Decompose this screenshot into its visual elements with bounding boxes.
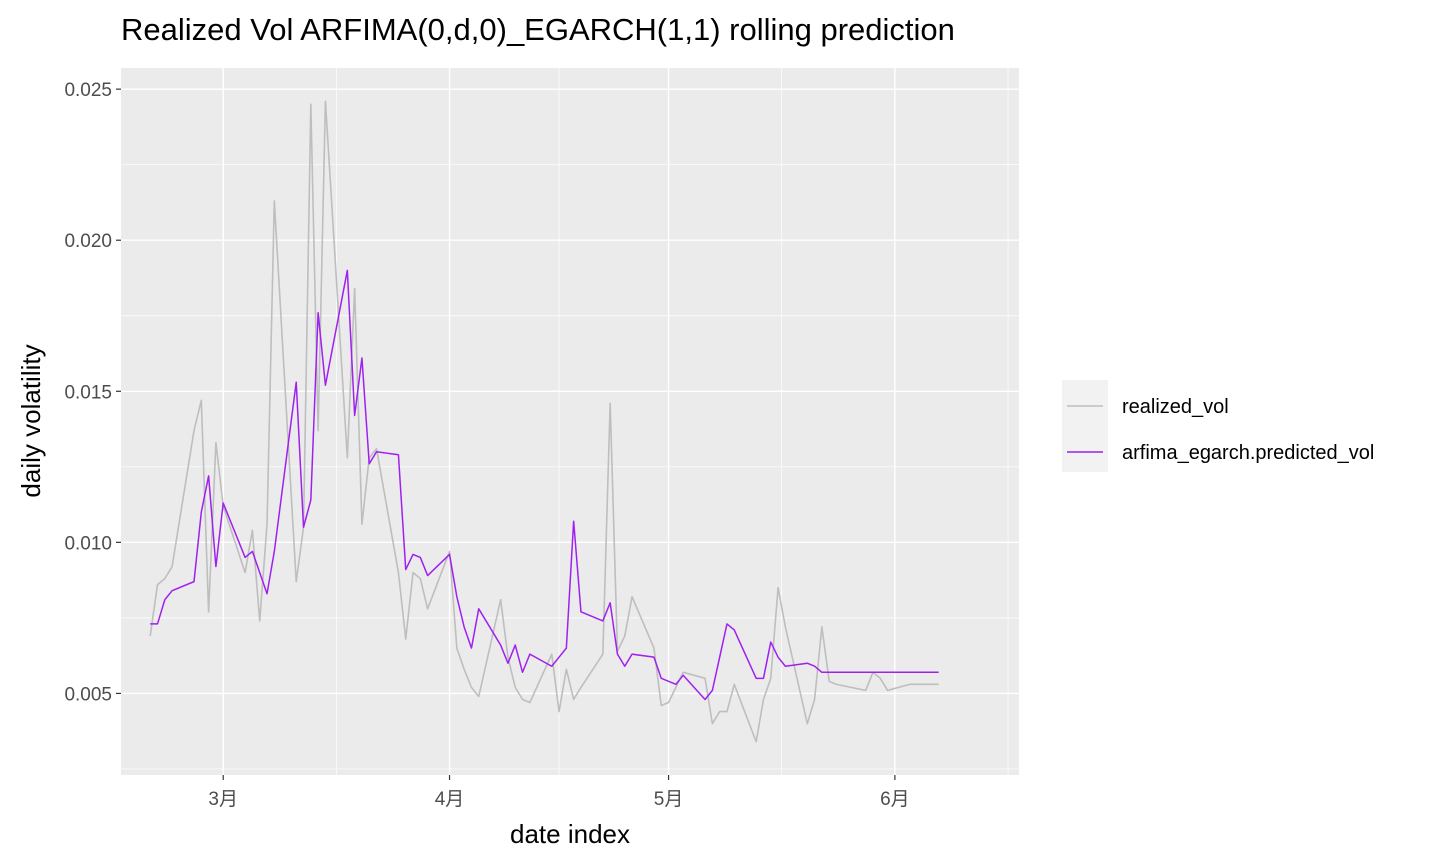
- x-tick-label: 3月: [208, 789, 238, 810]
- y-tick-label: 0.010: [64, 533, 112, 554]
- y-tick-label: 0.025: [64, 80, 112, 101]
- y-tick-label: 0.020: [64, 231, 112, 252]
- x-tick-label: 5月: [654, 789, 684, 810]
- legend: realized_vol arfima_egarch.predicted_vol: [1062, 380, 1374, 472]
- plot-panel: [121, 68, 1019, 775]
- x-axis: 3月 4月 5月 6月: [208, 775, 910, 810]
- legend-label-realized-vol: realized_vol: [1122, 396, 1229, 418]
- x-tick-label: 6月: [880, 789, 910, 810]
- series-line-predicted-vol: [150, 269, 939, 701]
- chart-title: Realized Vol ARFIMA(0,d,0)_EGARCH(1,1) r…: [121, 12, 955, 47]
- series-layer: [149, 100, 939, 743]
- x-axis-title: date index: [510, 819, 630, 849]
- legend-key-background: [1062, 380, 1108, 472]
- legend-label-predicted-vol: arfima_egarch.predicted_vol: [1122, 442, 1374, 464]
- grid-minor: [121, 68, 1019, 775]
- x-tick-label: 4月: [435, 789, 465, 810]
- series-line-realized-vol: [149, 100, 939, 743]
- y-axis: 0.005 0.010 0.015 0.020 0.025: [64, 80, 121, 705]
- y-tick-label: 0.015: [64, 382, 112, 403]
- y-tick-label: 0.005: [64, 684, 112, 705]
- y-axis-title: daily volatility: [16, 344, 46, 497]
